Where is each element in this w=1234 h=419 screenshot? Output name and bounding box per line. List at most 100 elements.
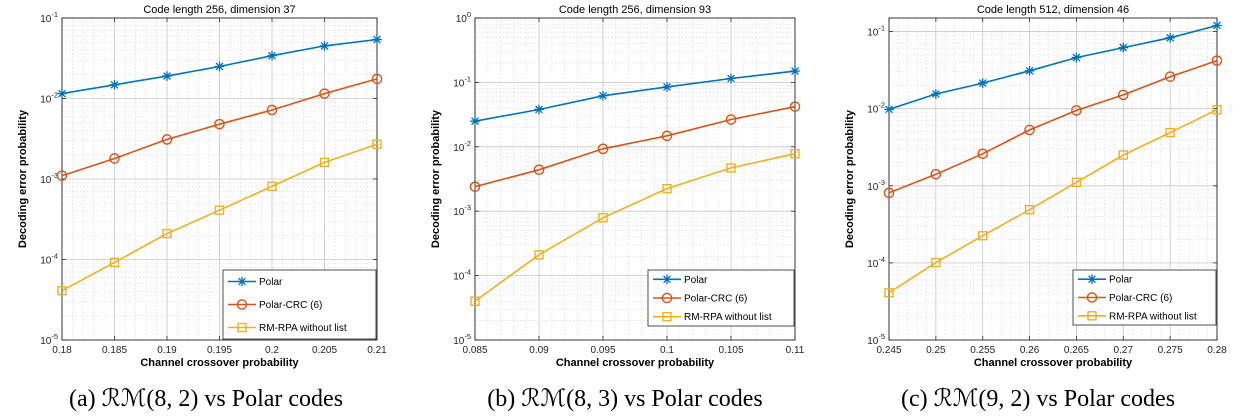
data-point — [1211, 55, 1223, 66]
data-point — [931, 89, 941, 99]
data-point — [214, 205, 225, 215]
x-tick-label: 0.095 — [590, 345, 615, 356]
x-axis-label: Channel crossover probability — [556, 357, 715, 369]
series-star — [884, 20, 1222, 115]
series-line — [474, 152, 796, 302]
x-tick-label: 0.18 — [52, 345, 72, 356]
series-square — [884, 105, 1222, 298]
legend-marker — [237, 276, 247, 287]
data-point — [319, 88, 330, 99]
data-point — [884, 104, 894, 115]
series-circle — [883, 55, 1223, 199]
data-point — [597, 143, 609, 155]
data-point — [977, 78, 988, 88]
data-point — [598, 90, 608, 101]
x-tick-label: 0.28 — [1207, 345, 1227, 356]
legend: Polar Polar-CRC (6) RM-RPA without list — [1072, 269, 1217, 326]
y-tick-label: 10-2 — [453, 139, 471, 154]
series-circle — [56, 73, 383, 181]
data-point — [1071, 52, 1082, 63]
data-point — [1024, 65, 1035, 76]
series-square — [470, 149, 800, 306]
x-tick-label: 0.265 — [1064, 345, 1089, 356]
x-axis-label: Channel crossover probability — [140, 357, 299, 369]
x-tick-label: 0.205 — [312, 345, 337, 356]
y-tick-label: 10-2 — [40, 91, 58, 106]
data-point — [1024, 204, 1035, 215]
x-tick-label: 0.255 — [970, 345, 995, 356]
legend-marker — [1087, 311, 1097, 321]
data-point — [789, 101, 801, 112]
data-point — [1212, 105, 1222, 115]
legend-label: Polar — [684, 275, 708, 286]
data-point — [1165, 127, 1175, 138]
data-point — [162, 228, 172, 239]
data-point — [977, 148, 989, 160]
y-tick-label: 10-1 — [40, 10, 58, 25]
legend-label: RM-RPA without list — [1109, 311, 1197, 322]
data-point — [57, 285, 67, 296]
axes-box — [61, 17, 378, 341]
x-tick-label: 0.245 — [876, 345, 901, 356]
data-point — [372, 139, 382, 149]
chart-title: Code length 256, dimension 37 — [143, 4, 295, 16]
x-tick-label: 0.21 — [367, 345, 387, 356]
legend-marker — [662, 311, 672, 322]
data-point — [56, 170, 68, 181]
y-tick-label: 10-1 — [453, 74, 471, 89]
legend: Polar Polar-CRC (6) RM-RPA without list — [647, 269, 795, 327]
data-point — [57, 88, 67, 99]
chart-3: 0.245 0.25 0.255 0.26 0.265 0.27 0.275 0.2810-5… — [844, 4, 1227, 369]
legend-marker — [1086, 292, 1098, 303]
series-line — [888, 24, 1218, 111]
y-tick-label: 10-4 — [453, 268, 471, 283]
x-tick-label: 0.25 — [926, 345, 946, 356]
data-point — [883, 187, 895, 199]
chart-2: 0.085 0.09 0.095 0.1 0.105 0.1110-510-410-310… — [430, 4, 805, 369]
data-point — [1024, 124, 1035, 136]
data-point — [214, 61, 225, 72]
data-point — [598, 213, 608, 223]
legend: Polar Polar-CRC (6) RM-RPA without list — [222, 269, 377, 340]
data-point — [725, 114, 737, 125]
caption-b: (b) ℛℳ(8, 3) vs Polar codes — [487, 386, 763, 412]
data-point — [319, 157, 330, 168]
data-point — [372, 34, 382, 45]
data-point — [790, 149, 800, 159]
data-point — [931, 257, 941, 268]
series-line — [61, 143, 378, 292]
data-point — [162, 71, 172, 81]
x-axis-label: Channel crossover probability — [974, 357, 1133, 369]
series-square — [57, 139, 382, 296]
data-point — [533, 164, 545, 176]
y-tick-label: 10-1 — [867, 24, 885, 39]
data-point — [1071, 177, 1082, 187]
caption-c: (c) ℛℳ(9, 2) vs Polar codes — [900, 386, 1176, 412]
data-point — [884, 288, 894, 298]
data-point — [661, 130, 673, 142]
data-point — [726, 163, 736, 173]
x-tick-label: 0.085 — [462, 345, 487, 356]
data-point — [978, 231, 988, 241]
data-point — [930, 168, 942, 180]
data-point — [1212, 20, 1222, 31]
series-line — [61, 78, 378, 177]
x-tick-label: 0.27 — [1114, 345, 1134, 356]
y-tick-label: 10-2 — [867, 101, 885, 116]
data-point — [1118, 42, 1129, 53]
legend-label: Polar-CRC (6) — [684, 294, 747, 305]
legend-label: RM-RPA without list — [259, 323, 347, 334]
data-point — [470, 296, 480, 306]
x-tick-label: 0.09 — [529, 345, 549, 356]
series-line — [474, 105, 796, 188]
data-point — [161, 134, 173, 145]
data-point — [534, 250, 544, 260]
axes-box — [474, 17, 796, 341]
legend-label: Polar-CRC (6) — [1109, 293, 1172, 304]
data-point — [662, 82, 672, 92]
x-tick-label: 0.105 — [718, 345, 743, 356]
x-tick-label: 0.2 — [265, 345, 279, 356]
data-point — [790, 66, 800, 76]
series-circle — [469, 101, 801, 193]
